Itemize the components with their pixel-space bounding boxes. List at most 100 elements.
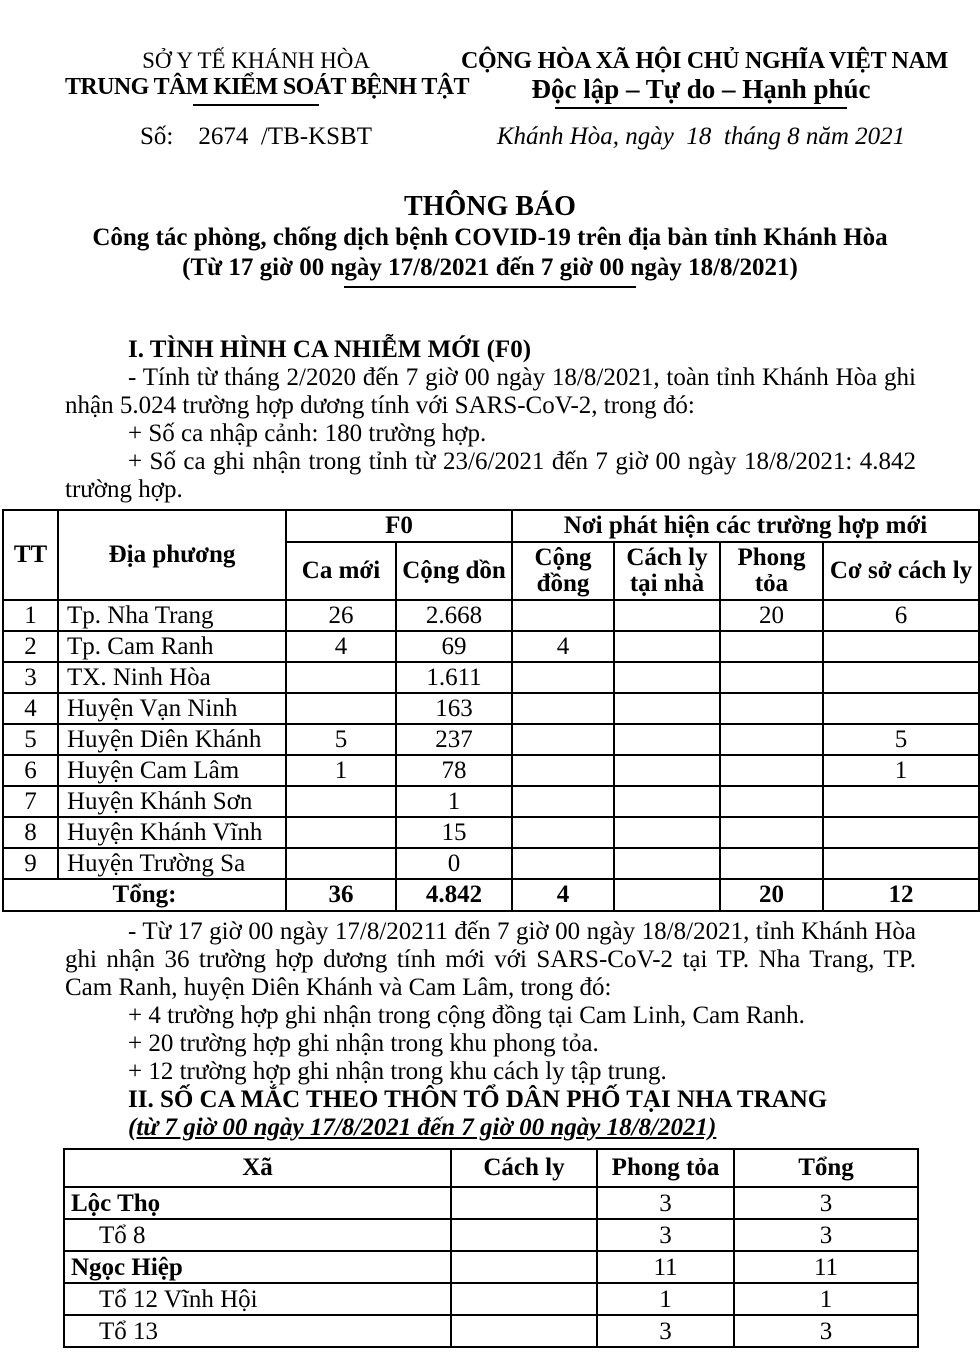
summary-bullet-community: + 4 trường hợp ghi nhận trong cộng đồng … — [128, 1002, 805, 1029]
table-row: 9 Huyện Trường Sa 0 — [2, 847, 980, 880]
table1-header-home-quarantine: Cách ly tại nhà — [613, 541, 721, 601]
cell-community — [511, 816, 615, 849]
total-community: 4 — [511, 878, 615, 912]
summary-paragraph: - Từ 17 giờ 00 ngày 17/8/20211 đến 7 giờ… — [65, 918, 916, 1001]
table2-header-quarantine: Cách ly — [450, 1148, 598, 1188]
table-row: 4 Huyện Vạn Ninh 163 — [2, 692, 980, 725]
cell-lockdown — [719, 661, 824, 694]
document-title-block: THÔNG BÁO Công tác phòng, chống dịch bện… — [0, 191, 980, 288]
summary-bullet-quarantine: + 12 trường hợp ghi nhận trong khu cách … — [128, 1058, 667, 1085]
document-subject: Công tác phòng, chống dịch bệnh COVID-19… — [92, 224, 888, 251]
title-underline — [344, 286, 636, 288]
table2-header-ward: Xã — [63, 1148, 452, 1188]
cell-ward: Tổ 8 — [63, 1218, 452, 1252]
cell-cumulative: 1 — [395, 785, 513, 818]
cell-tt: 8 — [2, 816, 59, 849]
cell-community — [511, 692, 615, 725]
cell-facility — [821, 847, 980, 880]
agency-name: TRUNG TÂM KIỂM SOÁT BỆNH TẬT — [65, 74, 470, 100]
table-row: 8 Huyện Khánh Vĩnh 15 — [2, 816, 980, 849]
national-motto: Độc lập – Tự do – Hạnh phúc — [531, 74, 871, 104]
table-row: 7 Huyện Khánh Sơn 1 — [2, 785, 980, 818]
cell-home — [613, 599, 721, 632]
cell-home — [613, 785, 721, 818]
table1-header-row-1: TT Địa phương F0 Nơi phát hiện các trườn… — [2, 509, 980, 601]
table-row: Tổ 13 3 3 — [63, 1314, 919, 1348]
cell-new: 26 — [285, 599, 397, 632]
table1-header-tt: TT — [2, 509, 59, 601]
section1-bullet-imported: + Số ca nhập cảnh: 180 trường hợp. — [128, 420, 487, 447]
cell-cumulative: 69 — [395, 630, 513, 663]
cell-community — [511, 723, 615, 756]
table1-header-row-2: Ca mới Cộng dồn Cộng đồng Cách ly tại nh… — [3, 541, 980, 601]
total-lockdown: 20 — [719, 878, 824, 912]
document-type-title: THÔNG BÁO — [404, 191, 576, 222]
cell-facility: 6 — [821, 599, 980, 632]
cell-locality: Huyện Khánh Sơn — [57, 785, 287, 818]
issuing-agency-block: SỞ Y TẾ KHÁNH HÒA TRUNG TÂM KIỂM SOÁT BỆ… — [65, 48, 470, 151]
cell-quarantine — [450, 1250, 598, 1284]
cell-locality: Huyện Trường Sa — [57, 847, 287, 880]
place-date-line: Khánh Hòa, ngày 18 tháng 8 năm 2021 — [496, 123, 906, 150]
cell-new — [285, 661, 397, 694]
cases-by-ward-table: Xã Cách ly Phong tỏa Tổng Lộc Thọ 3 3 Tổ… — [63, 1148, 919, 1348]
cell-lockdown — [719, 847, 824, 880]
cell-lockdown — [719, 754, 824, 787]
cell-new — [285, 816, 397, 849]
cell-total: 3 — [733, 1314, 919, 1348]
national-title: CỘNG HÒA XÃ HỘI CHỦ NGHĨA VIỆT NAM — [461, 48, 948, 74]
cell-locality: Tp. Nha Trang — [57, 599, 287, 632]
cell-locality: Huyện Vạn Ninh — [57, 692, 287, 725]
section2-heading: II. SỐ CA MẮC THEO THÔN TỔ DÂN PHỐ TẠI N… — [128, 1086, 828, 1113]
table-row: 5 Huyện Diên Khánh 5 237 5 — [2, 723, 980, 756]
national-header-block: CỘNG HÒA XÃ HỘI CHỦ NGHĨA VIỆT NAM Độc l… — [461, 48, 948, 151]
cell-quarantine — [450, 1218, 598, 1252]
cell-locality: Huyện Khánh Vĩnh — [57, 816, 287, 849]
cell-new — [285, 785, 397, 818]
cell-lockdown — [719, 723, 824, 756]
cell-home — [613, 723, 721, 756]
cell-community — [511, 754, 615, 787]
cell-tt: 5 — [2, 723, 59, 756]
table-row: Tổ 8 3 3 — [63, 1218, 919, 1252]
agency-underline — [193, 104, 319, 106]
table-row: Lộc Thọ 3 3 — [63, 1186, 919, 1220]
cell-locality: TX. Ninh Hòa — [57, 661, 287, 694]
cell-tt: 3 — [2, 661, 59, 694]
cell-facility — [821, 692, 980, 725]
table1-header-cumulative: Cộng dồn — [395, 541, 513, 601]
cell-lockdown: 3 — [596, 1186, 735, 1220]
table-row: Tổ 12 Vĩnh Hội 1 1 — [63, 1282, 919, 1316]
cases-by-locality-table: TT Địa phương F0 Nơi phát hiện các trườn… — [2, 509, 980, 912]
document-header: SỞ Y TẾ KHÁNH HÒA TRUNG TÂM KIỂM SOÁT BỆ… — [0, 48, 980, 151]
cell-lockdown: 20 — [719, 599, 824, 632]
cell-community — [511, 847, 615, 880]
cell-community — [511, 661, 615, 694]
cell-lockdown: 1 — [596, 1282, 735, 1316]
motto-underline — [555, 107, 847, 109]
cell-cumulative: 0 — [395, 847, 513, 880]
total-label: Tổng: — [2, 878, 287, 912]
document-number: Số: 2674 /TB-KSBT — [140, 123, 372, 150]
cell-tt: 1 — [2, 599, 59, 632]
cell-cumulative: 1.611 — [395, 661, 513, 694]
table1-header-community: Cộng đồng — [511, 541, 615, 601]
cell-ward: Ngọc Hiệp — [63, 1250, 452, 1284]
cell-cumulative: 163 — [395, 692, 513, 725]
cell-facility — [821, 816, 980, 849]
cell-lockdown — [719, 630, 824, 663]
cell-tt: 6 — [2, 754, 59, 787]
section2-subtitle: (từ 7 giờ 00 ngày 17/8/2021 đến 7 giờ 00… — [128, 1114, 717, 1141]
cell-total: 11 — [733, 1250, 919, 1284]
cell-locality: Huyện Diên Khánh — [57, 723, 287, 756]
parent-agency-name: SỞ Y TẾ KHÁNH HÒA — [142, 48, 370, 73]
table1-total-row: Tổng: 36 4.842 4 20 12 — [2, 878, 980, 912]
total-home — [613, 878, 721, 912]
cell-new: 5 — [285, 723, 397, 756]
summary-bullet-lockdown: + 20 trường hợp ghi nhận trong khu phong… — [128, 1030, 599, 1057]
cell-home — [613, 816, 721, 849]
section1-bullet-local: + Số ca ghi nhận trong tỉnh từ 23/6/2021… — [65, 448, 916, 503]
cell-lockdown: 3 — [596, 1218, 735, 1252]
table-row: Ngọc Hiệp 11 11 — [63, 1250, 919, 1284]
